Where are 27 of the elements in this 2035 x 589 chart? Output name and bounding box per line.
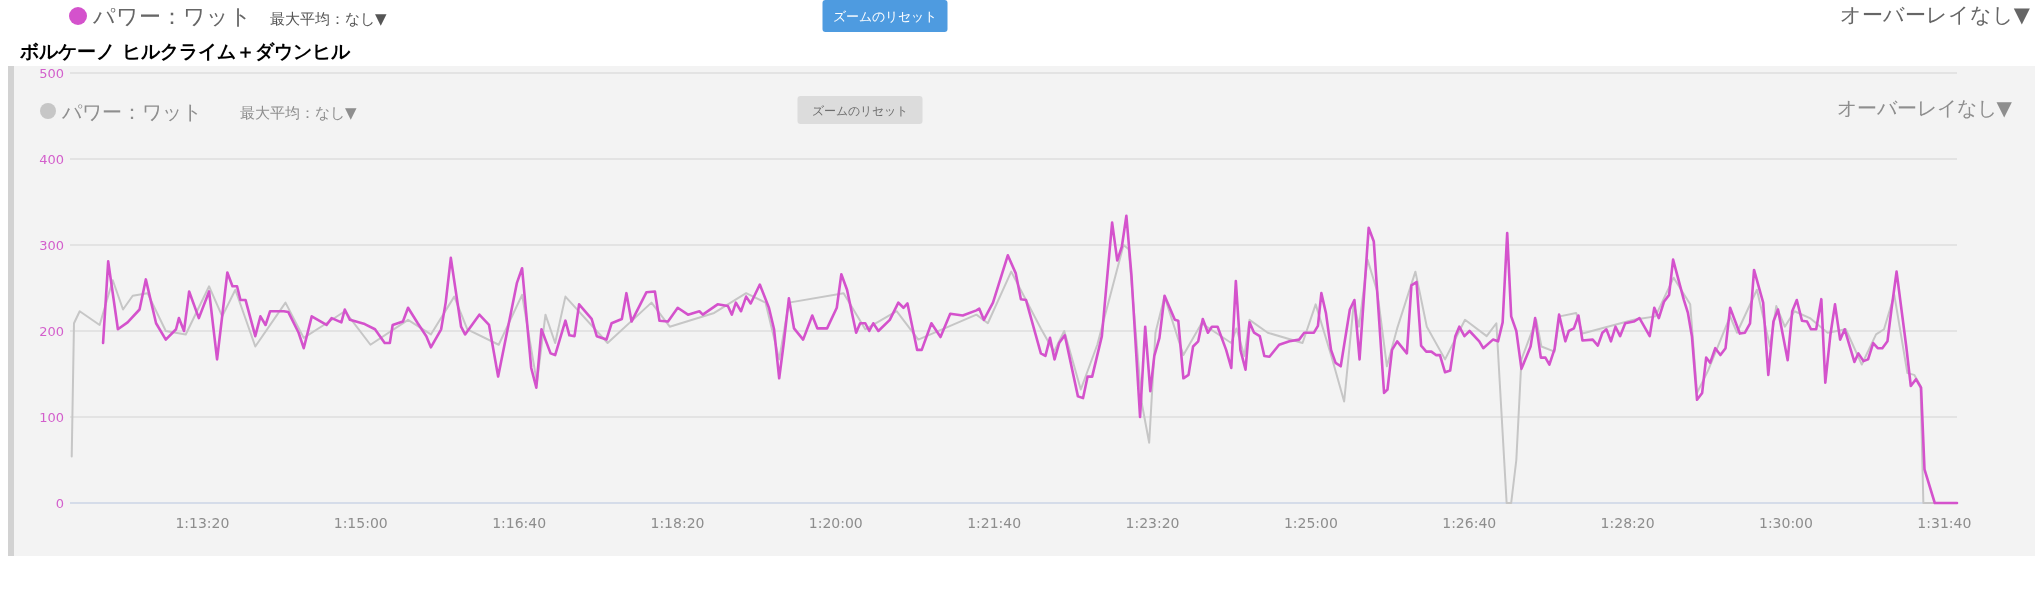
x-tick-label: 1:21:40 bbox=[967, 515, 1022, 531]
legend-label: パワー：ワット bbox=[61, 100, 202, 124]
x-tick-label: 1:23:20 bbox=[1125, 515, 1180, 531]
chart-title: ボルケーノ ヒルクライム＋ダウンヒル bbox=[19, 40, 351, 62]
y-tick-label: 200 bbox=[39, 324, 64, 339]
x-tick-label: 1:28:20 bbox=[1600, 515, 1655, 531]
x-tick-label: 1:16:40 bbox=[492, 515, 547, 531]
x-tick-label: 1:25:00 bbox=[1283, 515, 1338, 531]
text: 最大平均：なし▼ bbox=[270, 10, 387, 28]
annotation: 最大平均：なし▼ bbox=[240, 104, 357, 122]
legend-label: パワー：ワット bbox=[92, 4, 252, 29]
x-tick-label: 1:26:40 bbox=[1442, 515, 1497, 531]
x-tick-label: 1:15:00 bbox=[333, 515, 388, 531]
x-tick-label: 1:20:00 bbox=[808, 515, 863, 531]
x-tick-label: 1:18:20 bbox=[650, 515, 705, 531]
x-tick-label: 1:13:20 bbox=[175, 515, 230, 531]
y-tick-label: 500 bbox=[39, 66, 64, 81]
annotation: オーバーレイなし▼ bbox=[1836, 96, 2013, 120]
text: オーバーレイなし▼ bbox=[1839, 3, 2031, 27]
y-tick-label: 400 bbox=[39, 152, 64, 167]
y-tick-label: 300 bbox=[39, 238, 64, 253]
y-tick-label: 0 bbox=[55, 496, 64, 511]
text: ズームのリセット bbox=[833, 9, 937, 24]
annotation: ズームのリセット bbox=[812, 104, 908, 118]
y-tick-label: 100 bbox=[39, 410, 64, 425]
x-tick-label: 1:31:40 bbox=[1917, 515, 1972, 531]
x-tick-label: 1:30:00 bbox=[1758, 515, 1813, 531]
